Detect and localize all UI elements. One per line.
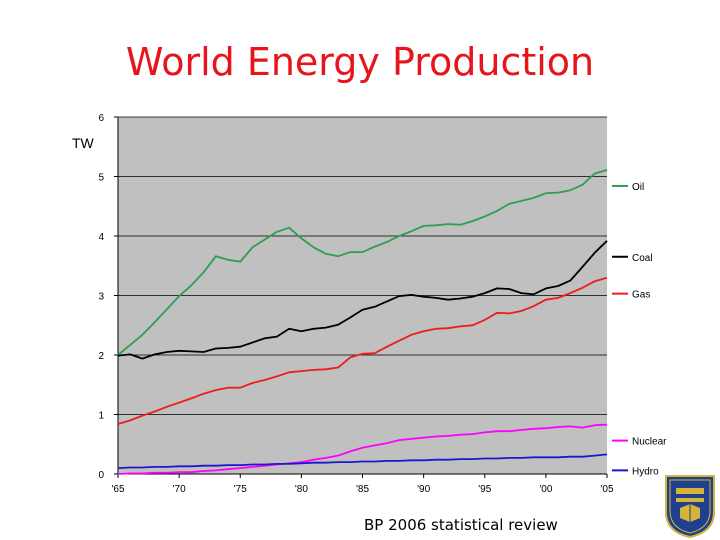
legend-label-coal: Coal <box>632 253 653 264</box>
series-line-coal <box>117 240 608 360</box>
x-tick-label: '05 <box>600 484 613 495</box>
legend-label-oil: Oil <box>632 182 644 193</box>
x-tick-label: '80 <box>295 484 308 495</box>
axes: 0 1 2 3 4 5 6 '65 '70 '75 '80 '85 '90 '95 '00 '05 <box>98 113 614 495</box>
series-line-oil <box>117 169 608 356</box>
legend-label-gas: Gas <box>632 290 650 301</box>
series-line-nuclear <box>117 423 608 475</box>
series-lines <box>117 169 608 475</box>
x-tick-label: '90 <box>417 484 430 495</box>
legend-label-nuclear: Nuclear <box>632 437 667 448</box>
y-tick-label: 4 <box>98 232 104 243</box>
x-tick-label: '95 <box>478 484 491 495</box>
y-tick-label: 0 <box>98 470 104 481</box>
x-tick-label: '70 <box>173 484 186 495</box>
x-tick-label: '75 <box>234 484 247 495</box>
y-tick-label: 3 <box>98 292 104 303</box>
gridlines <box>118 116 607 415</box>
legend: Oil Coal Gas Nuclear Hydro <box>612 182 667 477</box>
x-tick-label: '85 <box>356 484 369 495</box>
y-tick-label: 5 <box>98 173 104 184</box>
x-tick-label: '00 <box>539 484 552 495</box>
series-line-hydro <box>117 453 608 469</box>
y-tick-label: 6 <box>98 113 104 124</box>
y-axis-unit-label: TW <box>72 135 94 151</box>
legend-label-hydro: Hydro <box>632 466 659 477</box>
y-tick-label: 1 <box>98 411 104 422</box>
y-tick-label: 2 <box>98 351 104 362</box>
university-seal-logo <box>665 475 715 538</box>
source-caption: BP 2006 statistical review <box>364 516 558 534</box>
x-tick-label: '65 <box>111 484 124 495</box>
series-line-gas <box>117 276 608 425</box>
slide-title: World Energy Production <box>125 40 595 84</box>
